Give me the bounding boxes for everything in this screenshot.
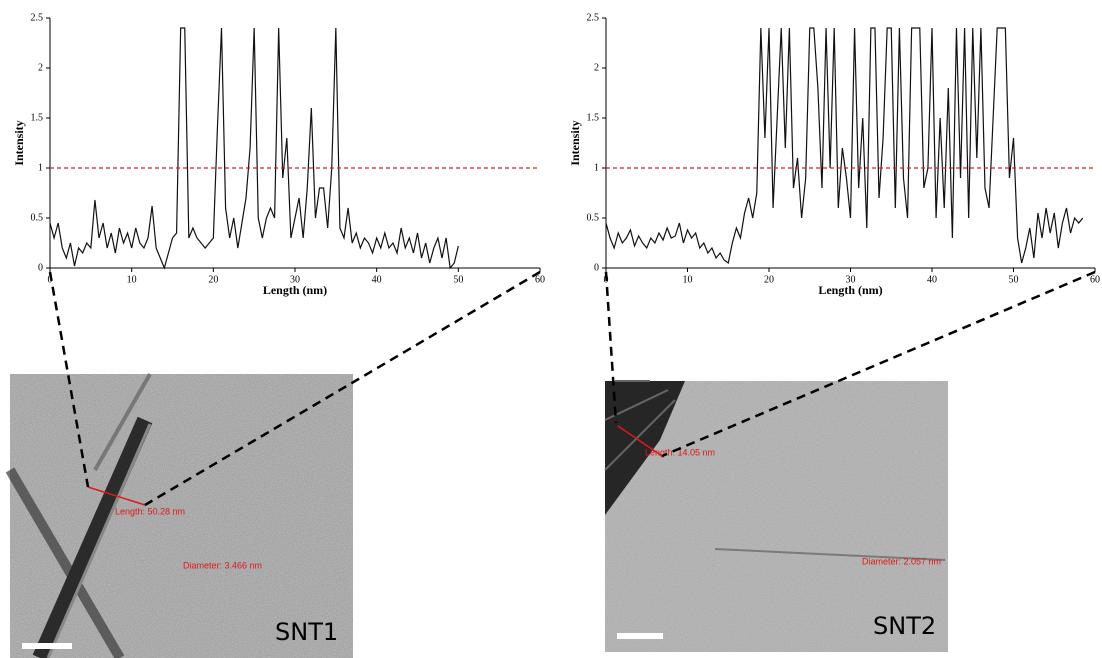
y-tick-label: 0 [594, 262, 599, 273]
y-tick-label: 2 [38, 62, 43, 73]
line [49, 27, 459, 270]
sample-label: SNT1 [275, 618, 338, 646]
x-tick-label: 50 [1009, 274, 1019, 285]
x-tick-label: 20 [208, 274, 218, 285]
tem-image: Length: 50.28 nm Diameter: 3.466 nm SNT1 [5, 373, 353, 658]
length-annotation: Length: 14.05 nm [645, 447, 715, 457]
y-tick-label: 2.5 [587, 12, 600, 23]
x-tick-label: 60 [1090, 274, 1100, 285]
diameter-annotation: Diameter: 3.466 nm [183, 560, 262, 570]
y-tick-label: 1 [594, 162, 599, 173]
x-tick-label: 30 [290, 274, 300, 285]
length-annotation: Length: 50.28 nm [115, 506, 185, 516]
y-tick-label: 1 [38, 162, 43, 173]
y-tick-label: 2.5 [31, 12, 44, 23]
y-axis-label: Intensity [568, 120, 582, 165]
x-tick-label: 50 [453, 274, 463, 285]
zoom-connector [48, 270, 1096, 507]
sample-label: SNT2 [873, 612, 936, 640]
y-tick-label: 0 [38, 262, 43, 273]
x-tick-label: 30 [846, 274, 856, 285]
y-axis-label: Intensity [12, 120, 26, 165]
x-tick-label: 0 [604, 274, 609, 285]
x-tick-label: 10 [683, 274, 693, 285]
y-tick-label: 1.5 [587, 112, 600, 123]
x-tick-label: 40 [927, 274, 937, 285]
diameter-annotation: Diameter: 2.057 nm [862, 556, 941, 566]
x-tick-label: 40 [372, 274, 382, 285]
x-tick-label: 20 [764, 274, 774, 285]
y-tick-label: 0.5 [31, 212, 44, 223]
line [605, 27, 1084, 265]
x-axis-label: Length (nm) [818, 283, 882, 297]
y-tick-label: 0.5 [587, 212, 600, 223]
tem-image: Length: 14.05 nm Diameter: 2.057 nm SNT2 [604, 380, 948, 652]
x-tick-label: 60 [535, 274, 545, 285]
x-tick-label: 0 [48, 274, 53, 285]
x-axis-label: Length (nm) [263, 283, 327, 297]
y-tick-label: 1.5 [31, 112, 44, 123]
y-tick-label: 2 [594, 62, 599, 73]
x-tick-label: 10 [127, 274, 137, 285]
